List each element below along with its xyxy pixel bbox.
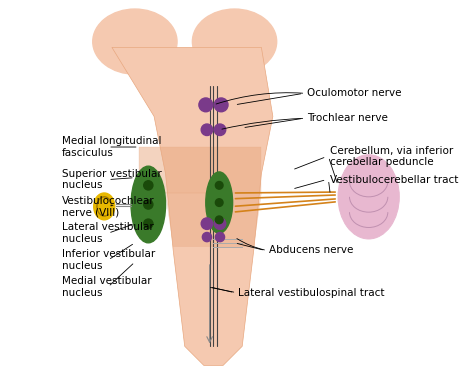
Circle shape <box>144 181 153 190</box>
Ellipse shape <box>206 172 233 233</box>
Text: Oculomotor nerve: Oculomotor nerve <box>307 88 402 98</box>
Text: Superior vestibular
nucleus: Superior vestibular nucleus <box>62 169 162 190</box>
Text: Lateral vestibulospinal tract: Lateral vestibulospinal tract <box>238 288 385 298</box>
Polygon shape <box>165 193 261 247</box>
Text: Cerebellum, via inferior
cerebellar peduncle: Cerebellum, via inferior cerebellar pedu… <box>330 146 454 168</box>
Circle shape <box>202 232 211 242</box>
Circle shape <box>215 199 223 207</box>
Text: Vestibulocerebellar tract: Vestibulocerebellar tract <box>330 174 459 185</box>
Circle shape <box>214 218 226 229</box>
Circle shape <box>214 98 228 112</box>
Text: Inferior vestibular
nucleus: Inferior vestibular nucleus <box>62 249 155 271</box>
Circle shape <box>199 98 213 112</box>
Circle shape <box>215 181 223 189</box>
Ellipse shape <box>338 155 399 239</box>
Polygon shape <box>112 47 273 366</box>
Circle shape <box>144 200 153 209</box>
Text: Lateral vestibular
nucleus: Lateral vestibular nucleus <box>62 222 154 244</box>
Circle shape <box>215 216 223 223</box>
Polygon shape <box>139 147 261 193</box>
Text: Vestibulocochlear
nerve (VIII): Vestibulocochlear nerve (VIII) <box>62 196 155 217</box>
Ellipse shape <box>192 9 277 74</box>
Circle shape <box>201 218 213 229</box>
Circle shape <box>201 124 213 135</box>
Ellipse shape <box>93 9 177 74</box>
Text: Medial longitudinal
fasciculus: Medial longitudinal fasciculus <box>62 136 162 158</box>
Circle shape <box>214 124 226 135</box>
Circle shape <box>215 232 225 242</box>
Text: Abducens nerve: Abducens nerve <box>269 245 354 256</box>
Ellipse shape <box>94 193 115 220</box>
Text: Medial vestibular
nucleus: Medial vestibular nucleus <box>62 276 152 298</box>
Circle shape <box>144 219 153 228</box>
Ellipse shape <box>131 166 165 243</box>
Text: Trochlear nerve: Trochlear nerve <box>307 113 388 123</box>
